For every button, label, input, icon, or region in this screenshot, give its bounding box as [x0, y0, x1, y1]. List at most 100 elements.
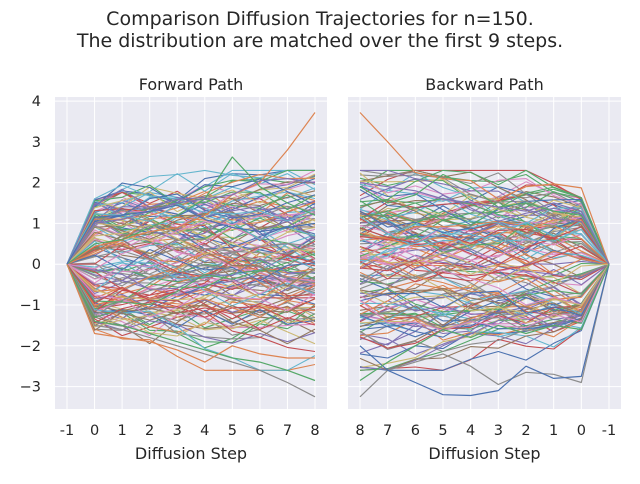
trajectory-line [359, 226, 610, 265]
y-tick-label: −1 [20, 298, 41, 314]
trajectory-line [66, 203, 316, 265]
trajectory-line [359, 237, 610, 265]
trajectory-line [359, 263, 610, 371]
trajectory-line [66, 263, 316, 345]
trajectory-line [359, 263, 610, 320]
trajectory-line [66, 263, 316, 320]
forward-panel-title: Forward Path [139, 75, 244, 94]
trajectory-line [359, 169, 610, 265]
trajectory-line [359, 243, 610, 306]
trajectory-line [66, 256, 316, 307]
trajectory-line [66, 257, 316, 291]
highlight-trajectory-line [66, 112, 316, 265]
highlight-trajectory-line [359, 264, 610, 398]
highlight-trajectory-line [66, 263, 315, 363]
trajectory-line [359, 201, 610, 265]
trajectory-line [66, 238, 316, 287]
backward-path-panel: Backward Path Diffusion Step 8 7 6 5 4 3 2 1 0 -1 [348, 75, 621, 463]
highlight-trajectory-line [359, 182, 610, 265]
trajectory-line [66, 263, 316, 323]
backward-trajectories [359, 112, 610, 398]
forward-x-axis-label: Diffusion Step [135, 444, 247, 463]
trajectory-line [66, 202, 316, 265]
trajectory-line [359, 169, 610, 265]
trajectory-line [359, 169, 610, 265]
trajectory-line [66, 263, 315, 297]
backward-panel-title: Backward Path [425, 75, 543, 94]
backward-x-axis-label: Diffusion Step [428, 444, 540, 463]
y-tick-label: −2 [20, 339, 41, 355]
trajectory-line [359, 228, 610, 265]
trajectory-line [359, 263, 610, 349]
highlight-trajectory-line [66, 156, 316, 265]
trajectory-line [359, 263, 610, 368]
trajectory-line [66, 212, 316, 284]
trajectory-line [359, 222, 610, 265]
x-tick-label: 1 [117, 423, 126, 439]
x-tick-label: 5 [228, 423, 237, 439]
trajectory-line [359, 178, 610, 265]
trajectory-line [359, 263, 610, 338]
highlight-trajectory-line [66, 263, 316, 382]
highlight-trajectory-line [66, 204, 316, 265]
trajectory-line [66, 199, 316, 265]
trajectory-line [359, 198, 610, 265]
y-tick-label: 4 [32, 94, 41, 110]
x-tick-label: 6 [411, 423, 420, 439]
trajectory-line [359, 246, 610, 285]
x-tick-label: 1 [549, 423, 558, 439]
trajectory-line [66, 263, 316, 310]
trajectory-line [66, 263, 316, 318]
x-tick-label: 7 [383, 423, 392, 439]
trajectory-line [66, 224, 316, 265]
trajectory-line [359, 197, 610, 265]
trajectory-line [359, 210, 610, 286]
x-tick-label: 4 [200, 423, 209, 439]
y-tick-label: 2 [32, 176, 41, 192]
trajectory-line [66, 252, 316, 293]
x-tick-label: 8 [310, 423, 319, 439]
trajectory-line [359, 191, 610, 265]
trajectory-line [359, 184, 610, 265]
trajectory-line [359, 263, 610, 328]
y-tick-label: 3 [32, 135, 41, 151]
trajectory-line [359, 233, 610, 265]
forward-y-tick-labels: −3 −2 −1 0 1 2 3 4 [20, 94, 41, 395]
forward-path-panel: Forward Path Diffusion Step -1 0 1 2 3 4 5 6 7 8 … [20, 75, 327, 463]
trajectory-line [66, 201, 316, 265]
trajectory-line [359, 263, 610, 331]
trajectory-line [66, 231, 316, 292]
trajectory-line [359, 212, 610, 265]
highlight-trajectory-line [359, 264, 610, 397]
trajectory-line [66, 195, 316, 265]
trajectory-line [66, 188, 316, 265]
x-tick-label: 4 [466, 423, 475, 439]
trajectory-line [66, 253, 316, 306]
trajectory-line [66, 263, 316, 316]
y-tick-label: −3 [20, 380, 41, 396]
x-tick-label: 7 [283, 423, 292, 439]
figure-title-line-1: Comparison Diffusion Trajectories for n=… [106, 8, 534, 30]
highlight-trajectory-line [359, 263, 610, 381]
x-tick-label: 2 [145, 423, 154, 439]
figure-title-line-2: The distribution are matched over the fi… [76, 30, 563, 52]
forward-trajectories [66, 112, 316, 398]
x-tick-label: 0 [90, 423, 99, 439]
trajectory-line [359, 245, 610, 282]
trajectory-line [359, 263, 610, 371]
x-tick-label: -1 [602, 423, 616, 439]
x-tick-label: 0 [577, 423, 586, 439]
trajectory-line [66, 214, 316, 265]
trajectory-line [359, 263, 610, 313]
x-tick-label: 5 [438, 423, 447, 439]
trajectory-line [359, 178, 610, 265]
trajectory-line [359, 263, 610, 317]
trajectory-line [66, 240, 316, 280]
trajectory-line [66, 205, 316, 265]
x-tick-label: 6 [255, 423, 264, 439]
highlight-trajectory-line [359, 112, 610, 265]
trajectory-line [66, 236, 316, 312]
trajectory-line [66, 263, 316, 371]
